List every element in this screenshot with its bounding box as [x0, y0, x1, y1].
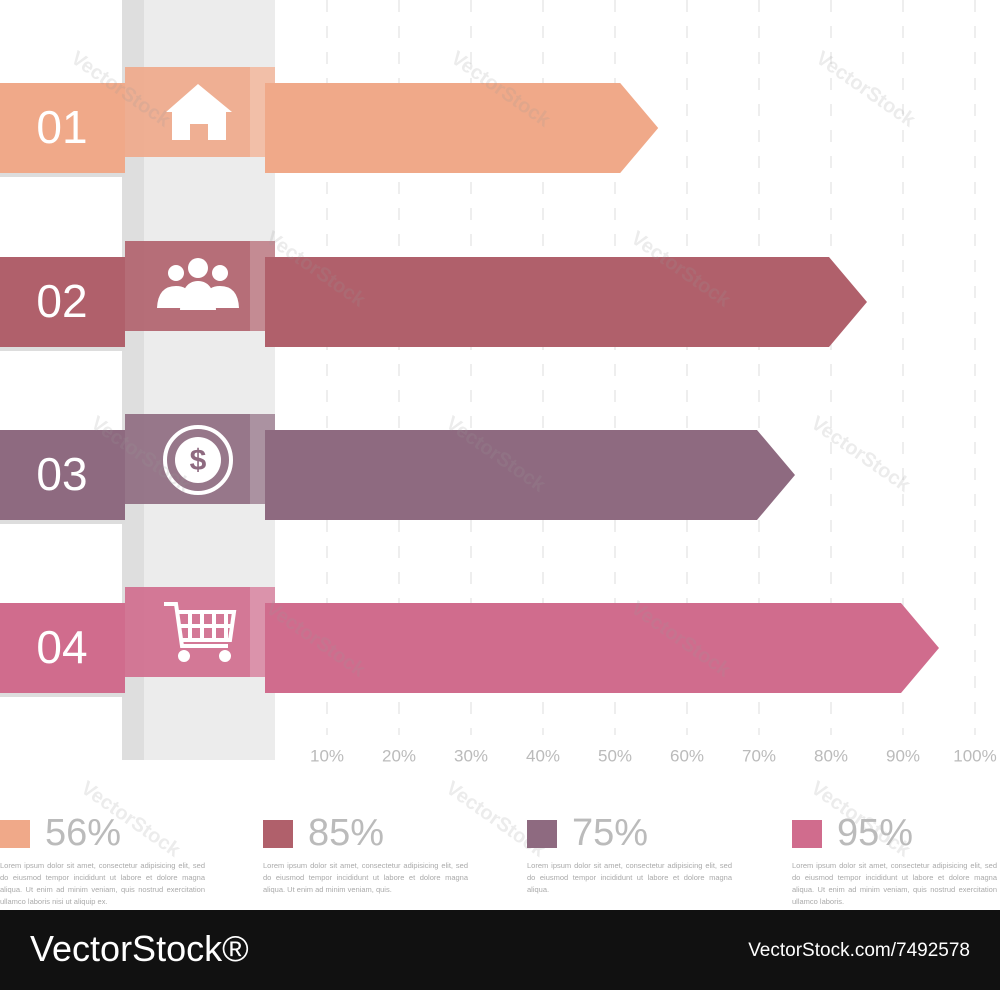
legend-value: 56%: [45, 812, 122, 854]
category-label: 03: [36, 448, 87, 500]
x-tick-label: 60%: [670, 746, 704, 765]
label-shadow: [0, 347, 125, 351]
bar: [265, 83, 659, 173]
home-icon: [166, 84, 232, 140]
footer: VectorStock® VectorStock.com/7492578: [0, 910, 1000, 990]
label-box: [0, 257, 125, 347]
label-shadow: [0, 520, 125, 524]
x-tick-label: 40%: [526, 746, 560, 765]
x-tick-label: 30%: [454, 746, 488, 765]
legend-description: Lorem ipsum dolor sit amet, consectetur …: [792, 861, 997, 906]
dollar-icon: $: [163, 425, 233, 495]
bar: [265, 257, 867, 347]
legend-description: Lorem ipsum dolor sit amet, consectetur …: [0, 861, 205, 906]
label-box: [0, 430, 125, 520]
legend-swatch: [792, 820, 822, 848]
legend-value: 85%: [308, 812, 385, 854]
x-tick-label: 20%: [382, 746, 416, 765]
x-tick-label: 90%: [886, 746, 920, 765]
bars: 01 02 03 04: [0, 67, 939, 697]
category-label: 01: [36, 101, 87, 153]
legend-description: Lorem ipsum dolor sit amet, consectetur …: [527, 861, 732, 894]
icons: $: [157, 84, 239, 662]
legend-swatch: [263, 820, 293, 848]
bar: [265, 430, 795, 520]
people-icon: [157, 258, 239, 310]
svg-text:$: $: [190, 444, 207, 477]
grid: [326, 0, 976, 735]
x-tick-label: 100%: [953, 746, 996, 765]
legend-value: 75%: [572, 812, 649, 854]
bar: [265, 603, 939, 693]
legend-description: Lorem ipsum dolor sit amet, consectetur …: [263, 861, 468, 894]
label-box: [0, 83, 125, 173]
watermark: VectorStock: [812, 47, 920, 132]
label-box: [0, 603, 125, 693]
label-shadow: [0, 693, 125, 697]
watermark: VectorStock: [807, 412, 915, 497]
strip-shade: [122, 0, 144, 760]
x-tick-label: 10%: [310, 746, 344, 765]
x-tick-label: 70%: [742, 746, 776, 765]
legend-value: 95%: [837, 812, 914, 854]
category-label: 04: [36, 621, 87, 673]
footer-brand: VectorStock®: [30, 928, 249, 969]
label-shadow: [0, 173, 125, 177]
x-tick-label: 50%: [598, 746, 632, 765]
footer-url: VectorStock.com/7492578: [748, 940, 970, 961]
x-tick-label: 80%: [814, 746, 848, 765]
cart-icon: [164, 602, 237, 662]
category-label: 02: [36, 275, 87, 327]
legend-swatch: [527, 820, 557, 848]
legend-swatch: [0, 820, 30, 848]
